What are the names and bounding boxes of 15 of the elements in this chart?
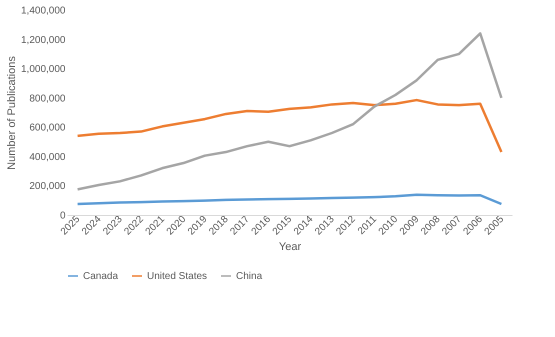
y-tick-label: 1,200,000 xyxy=(21,34,66,46)
line-series xyxy=(76,194,503,206)
line-series xyxy=(76,98,503,154)
y-tick-label: 1,000,000 xyxy=(21,64,66,76)
y-tick-label: 600,000 xyxy=(29,122,66,134)
y-tick-label: 1,400,000 xyxy=(21,6,66,16)
y-axis-title: Number of Publications xyxy=(6,56,18,170)
legend-label: United States xyxy=(147,271,208,282)
y-tick-label: 400,000 xyxy=(29,152,66,163)
legend-label: China xyxy=(236,271,263,282)
x-axis-title: Year xyxy=(278,240,302,253)
y-tick-label: 800,000 xyxy=(29,93,66,104)
y-tick-label: 200,000 xyxy=(29,181,66,192)
line-series xyxy=(76,32,503,191)
legend-label: Canada xyxy=(83,271,118,282)
